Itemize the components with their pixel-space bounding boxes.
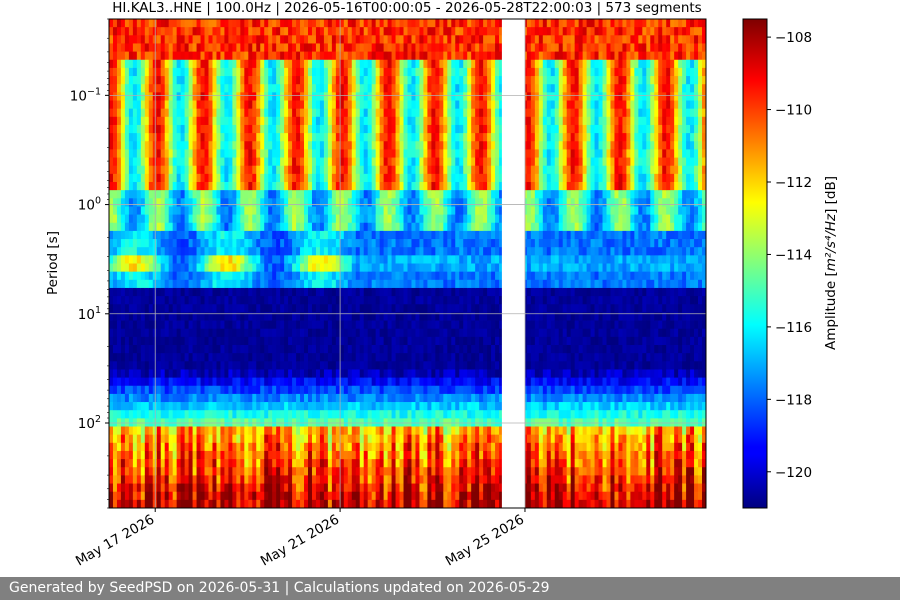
- x-tick-label: May 25 2026: [443, 512, 527, 570]
- x-tick-label: May 17 2026: [73, 512, 157, 570]
- footer-bar: Generated by SeedPSD on 2026-05-31 | Cal…: [0, 577, 900, 600]
- colorbar: [742, 18, 768, 509]
- y-axis-label: Period [s]: [45, 231, 61, 295]
- chart-title: HI.KAL3..HNE | 100.0Hz | 2026-05-16T00:0…: [112, 0, 701, 16]
- colorbar-tick-label: −116: [775, 320, 812, 336]
- plot-frame: [108, 18, 707, 509]
- y-tick-label: 10−1: [70, 86, 101, 104]
- y-tick-label: 102: [78, 414, 101, 432]
- x-axis: May 17 2026 May 21 2026 May 25 2026: [73, 508, 527, 569]
- footer-text: Generated by SeedPSD on 2026-05-31 | Cal…: [9, 580, 550, 596]
- y-tick-label: 100: [78, 196, 101, 214]
- colorbar-tick-label: −108: [775, 30, 812, 46]
- y-tick-label: 101: [78, 305, 101, 323]
- colorbar-tick-label: −114: [775, 247, 812, 263]
- y-axis: 10−1 100 101 102: [70, 18, 109, 509]
- colorbar-ticks: −108 −110 −112 −114 −116 −118 −120: [767, 30, 812, 481]
- colorbar-tick-label: −118: [775, 392, 812, 408]
- data-gaps: [501, 19, 525, 508]
- colorbar-label: Amplitude [m²/s⁴/Hz] [dB]: [823, 176, 839, 350]
- colorbar-tick-label: −120: [775, 465, 812, 481]
- colorbar-tick-label: −110: [775, 103, 812, 119]
- spectrogram-heatmap: [109, 19, 707, 509]
- data-gap: [501, 19, 525, 508]
- grid-lines: [109, 19, 706, 508]
- colorbar-tick-label: −112: [775, 175, 812, 191]
- x-tick-label: May 21 2026: [258, 512, 342, 570]
